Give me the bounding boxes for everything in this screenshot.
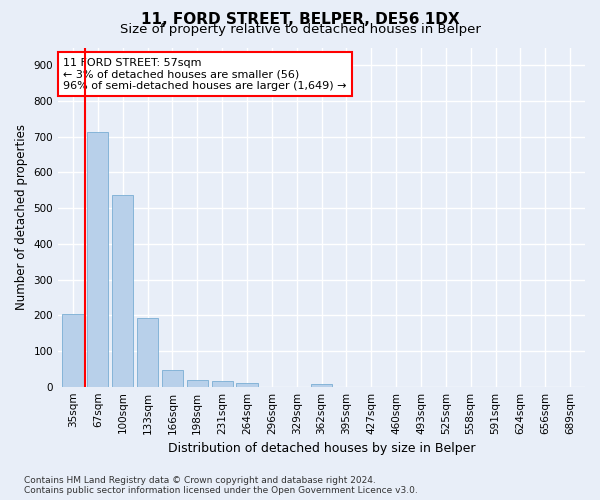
- Bar: [187, 380, 208, 386]
- Text: Size of property relative to detached houses in Belper: Size of property relative to detached ho…: [119, 22, 481, 36]
- Bar: [212, 382, 233, 386]
- Bar: [162, 370, 183, 386]
- Y-axis label: Number of detached properties: Number of detached properties: [15, 124, 28, 310]
- Bar: [137, 318, 158, 386]
- Bar: [311, 384, 332, 386]
- Bar: [87, 132, 109, 386]
- Text: 11 FORD STREET: 57sqm
← 3% of detached houses are smaller (56)
96% of semi-detac: 11 FORD STREET: 57sqm ← 3% of detached h…: [64, 58, 347, 91]
- Bar: [112, 195, 133, 386]
- Text: 11, FORD STREET, BELPER, DE56 1DX: 11, FORD STREET, BELPER, DE56 1DX: [140, 12, 460, 28]
- Text: Contains HM Land Registry data © Crown copyright and database right 2024.
Contai: Contains HM Land Registry data © Crown c…: [24, 476, 418, 495]
- Bar: [62, 314, 83, 386]
- Bar: [236, 383, 257, 386]
- X-axis label: Distribution of detached houses by size in Belper: Distribution of detached houses by size …: [168, 442, 475, 455]
